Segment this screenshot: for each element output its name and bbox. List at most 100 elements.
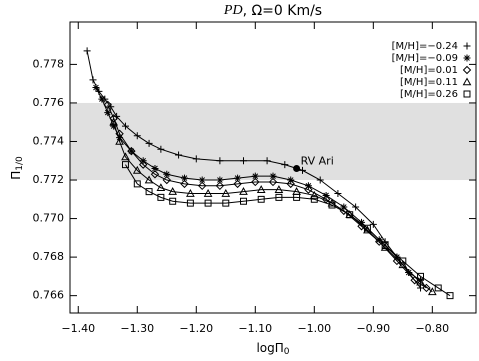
data-point bbox=[115, 136, 124, 145]
data-point bbox=[127, 146, 136, 156]
y-tick-label: 0.768 bbox=[33, 250, 65, 263]
data-point bbox=[186, 188, 195, 197]
data-point bbox=[399, 257, 407, 265]
data-point bbox=[216, 157, 224, 165]
data-point bbox=[198, 176, 206, 184]
data-point bbox=[133, 132, 141, 140]
data-point bbox=[203, 188, 213, 197]
data-point bbox=[434, 284, 442, 292]
legend-label: [M/H]=0.01 bbox=[400, 65, 458, 76]
title-italic: PD bbox=[223, 3, 243, 18]
data-point bbox=[186, 199, 194, 207]
data-point bbox=[197, 181, 207, 191]
legend-label: [M/H]=−0.24 bbox=[392, 41, 458, 52]
legend-marker bbox=[462, 77, 472, 86]
data-point bbox=[239, 157, 247, 165]
legend-label: [M/H]=0.26 bbox=[400, 89, 458, 100]
data-point bbox=[121, 152, 130, 161]
y-label-main: Π bbox=[9, 171, 23, 180]
title-rest: , Ω=0 Km/s bbox=[243, 3, 323, 19]
data-point bbox=[145, 188, 153, 196]
data-point bbox=[269, 172, 277, 180]
data-point bbox=[316, 176, 324, 184]
data-point bbox=[251, 172, 259, 180]
data-point bbox=[334, 190, 342, 198]
x-tick-label: −0.80 bbox=[415, 322, 449, 335]
data-point bbox=[215, 181, 225, 191]
legend-label: [M/H]=0.11 bbox=[400, 77, 458, 88]
data-point bbox=[416, 277, 425, 286]
data-point bbox=[156, 183, 166, 192]
data-point bbox=[363, 224, 371, 232]
data-point bbox=[221, 188, 231, 197]
data-point bbox=[83, 47, 91, 55]
data-point bbox=[162, 175, 171, 185]
annotation-label: RV Ari bbox=[301, 154, 334, 167]
data-point bbox=[309, 190, 319, 199]
data-point bbox=[263, 157, 271, 165]
series-line bbox=[125, 164, 451, 297]
data-point bbox=[144, 175, 154, 184]
x-tick-label: −1.20 bbox=[179, 322, 213, 335]
data-point bbox=[157, 145, 165, 153]
legend-label: [M/H]=−0.09 bbox=[392, 53, 458, 64]
series-line bbox=[107, 104, 427, 289]
data-point bbox=[180, 174, 188, 182]
legend-marker bbox=[463, 90, 471, 98]
data-point bbox=[121, 122, 129, 130]
y-axis-label: Π1/0 bbox=[9, 156, 25, 180]
x-label-sub: 0 bbox=[284, 347, 290, 357]
plot-frame bbox=[69, 21, 477, 314]
data-point bbox=[109, 114, 118, 123]
data-point bbox=[169, 197, 177, 205]
series-line bbox=[113, 122, 433, 293]
data-point bbox=[234, 174, 242, 182]
data-point bbox=[216, 176, 224, 184]
data-point bbox=[352, 203, 360, 211]
chart-title: PD, Ω=0 Km/s bbox=[223, 3, 322, 19]
x-tick-label: −1.40 bbox=[61, 322, 95, 335]
data-point bbox=[398, 260, 408, 269]
x-axis-label: logΠ0 bbox=[256, 341, 289, 357]
data-point bbox=[369, 220, 377, 228]
data-point bbox=[268, 177, 278, 187]
data-point bbox=[417, 272, 425, 280]
data-point bbox=[104, 109, 112, 117]
data-point bbox=[138, 160, 148, 169]
legend-marker bbox=[463, 42, 471, 50]
data-point bbox=[299, 166, 307, 174]
y-tick-label: 0.774 bbox=[33, 134, 65, 147]
data-point bbox=[110, 122, 118, 130]
data-point bbox=[310, 195, 318, 203]
data-point bbox=[192, 155, 200, 163]
annotation-point bbox=[293, 164, 301, 172]
data-point bbox=[133, 180, 141, 188]
data-point bbox=[180, 179, 189, 189]
shaded-band bbox=[70, 102, 476, 181]
data-point bbox=[163, 170, 171, 178]
data-point bbox=[346, 211, 354, 219]
data-point bbox=[222, 199, 230, 207]
data-point bbox=[304, 185, 313, 194]
data-point bbox=[233, 179, 242, 189]
data-point bbox=[89, 76, 97, 84]
y-tick-label: 0.770 bbox=[33, 212, 65, 225]
data-point bbox=[422, 283, 431, 293]
data-point bbox=[175, 151, 183, 159]
data-point bbox=[98, 95, 106, 103]
data-point bbox=[446, 292, 454, 300]
x-tick-label: −1.00 bbox=[297, 322, 331, 335]
data-point bbox=[405, 269, 413, 277]
data-point bbox=[257, 195, 265, 203]
data-point bbox=[275, 193, 283, 201]
x-tick-label: −1.30 bbox=[120, 322, 154, 335]
y-tick-label: 0.778 bbox=[33, 57, 65, 70]
y-label-sub: 1/0 bbox=[15, 156, 25, 171]
data-point bbox=[427, 287, 437, 296]
data-point bbox=[121, 161, 129, 169]
y-tick-label: 0.772 bbox=[33, 173, 65, 186]
data-point bbox=[150, 170, 160, 179]
data-point bbox=[281, 161, 289, 169]
x-tick-label: −0.90 bbox=[356, 322, 390, 335]
